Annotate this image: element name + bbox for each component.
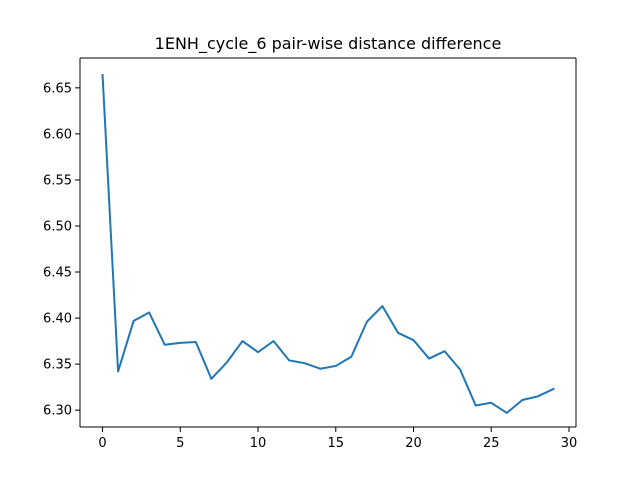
x-tick-label: 30 xyxy=(561,436,578,451)
y-tick-label: 6.40 xyxy=(43,312,72,327)
y-tick-label: 6.45 xyxy=(43,266,72,281)
x-tick-label: 20 xyxy=(405,436,422,451)
x-tick-label: 5 xyxy=(176,436,184,451)
chart-title: 1ENH_cycle_6 pair-wise distance differen… xyxy=(155,34,502,54)
y-tick-label: 6.60 xyxy=(43,127,72,142)
y-tick-label: 6.65 xyxy=(43,81,72,96)
x-tick-label: 15 xyxy=(328,436,345,451)
plot-area xyxy=(101,73,555,414)
x-tick-label: 25 xyxy=(483,436,500,451)
x-tick-label: 0 xyxy=(98,436,106,451)
axes: 0 5 10 15 20 25 30 6.30 6.35 6.40 6.45 6.50 6.55 6.60… xyxy=(43,57,578,451)
y-tick-label: 6.35 xyxy=(43,358,72,373)
y-tick-label: 6.55 xyxy=(43,173,72,188)
y-tick-label: 6.30 xyxy=(43,404,72,419)
series-line-0 xyxy=(101,73,555,414)
y-tick-label: 6.50 xyxy=(43,219,72,234)
x-tick-label: 10 xyxy=(250,436,267,451)
